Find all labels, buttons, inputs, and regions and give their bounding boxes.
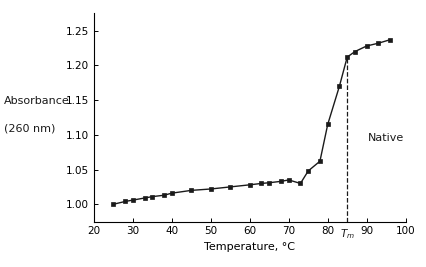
Text: Native: Native bbox=[367, 133, 403, 143]
X-axis label: Temperature, °C: Temperature, °C bbox=[204, 242, 295, 252]
Text: (260 nm): (260 nm) bbox=[4, 123, 55, 133]
Text: Absorbance: Absorbance bbox=[4, 96, 70, 107]
Text: $T_m$: $T_m$ bbox=[339, 227, 354, 241]
